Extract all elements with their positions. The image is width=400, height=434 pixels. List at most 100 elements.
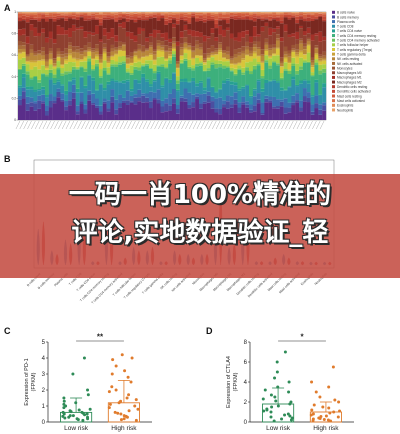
panel-a-bar-segment <box>237 17 242 20</box>
panel-a-bar-segment <box>33 14 38 18</box>
panel-a-bar-segment <box>214 28 219 38</box>
panel-a-bar-segment <box>195 48 200 55</box>
panel-a-bar-segment <box>268 68 273 81</box>
panel-a-bar-segment <box>160 47 165 51</box>
panel-a-bar-segment <box>256 41 261 48</box>
panel-a-bar-segment <box>237 55 242 63</box>
panel-a-bar-segment <box>25 71 30 75</box>
panel-a-bar-segment <box>306 83 311 93</box>
panel-a-bar-segment <box>252 12 257 14</box>
panel-a-bar-segment <box>287 12 292 14</box>
panel-a-bar-segment <box>279 79 284 88</box>
panel-a-bar-segment <box>33 36 38 52</box>
panel-a-bar-segment <box>110 37 115 45</box>
panel-a-bar-segment <box>237 19 242 33</box>
panel-a-bar-segment <box>206 78 211 92</box>
panel-a-sample-tick <box>262 120 267 130</box>
panel-a-bar-segment <box>160 50 165 52</box>
panel-a-bar-segment <box>183 19 188 22</box>
panel-a-bar-segment <box>237 13 242 16</box>
panel-a-bar-segment <box>25 12 30 13</box>
panel-a-bar-segment <box>168 110 173 120</box>
panel-a-bar-segment <box>295 74 300 85</box>
panel-a-bar-segment <box>145 63 150 66</box>
panel-a-bar-segment <box>75 13 80 15</box>
panel-a-bar-segment <box>318 31 323 42</box>
panel-a-bar-segment <box>156 99 161 104</box>
panel-a-bar-segment <box>279 17 284 21</box>
panel-a-bar-segment <box>183 78 188 82</box>
panel-a-legend-label: T cells CD4 memory resting <box>337 34 376 38</box>
panel-a-bar-segment <box>295 93 300 101</box>
panel-a-bar-segment <box>44 61 49 67</box>
panel-a-bar-segment <box>29 30 34 45</box>
panel-a-bar-segment <box>121 28 126 43</box>
panel-a-bar-segment <box>322 83 327 88</box>
panel-a-bar-segment <box>264 60 269 63</box>
panel-a-bar-segment <box>29 60 34 63</box>
panel-a-bar-segment <box>175 61 180 63</box>
panel-a-bar-segment <box>214 51 219 55</box>
panel-d-data-point <box>283 413 287 417</box>
panel-a-bar-segment <box>75 29 80 47</box>
panel-a-bar-segment <box>87 31 92 35</box>
panel-a-bar-segment <box>310 21 315 35</box>
panel-a-bar-segment <box>95 59 99 64</box>
panel-a-bar-segment <box>129 74 134 89</box>
panel-a-bar-segment <box>256 17 261 19</box>
panel-a-bar-segment <box>225 14 230 18</box>
panel-a-bar-segment <box>237 107 242 113</box>
panel-a-bar-segment <box>172 19 176 24</box>
panel-a-bar-segment <box>129 39 134 53</box>
panel-a-bar-segment <box>33 19 38 28</box>
panel-a-bar-segment <box>187 49 192 51</box>
panel-a-bar-segment <box>44 21 49 38</box>
panel-a-bar-segment <box>145 81 150 94</box>
panel-a-bar-segment <box>306 102 311 120</box>
panel-a-bar-segment <box>287 112 292 120</box>
panel-a-bar-segment <box>187 45 192 47</box>
panel-a-bar-segment <box>206 95 211 103</box>
panel-a-bar-segment <box>314 47 319 49</box>
panel-a-bar-segment <box>60 85 65 94</box>
panel-a-bar-segment <box>214 19 219 24</box>
panel-a-bar-segment <box>60 65 65 69</box>
panel-a-bar-segment <box>229 96 234 105</box>
panel-a-bar-segment <box>125 64 130 69</box>
panel-a-bar-segment <box>299 50 304 53</box>
panel-a-bar-segment <box>21 18 26 21</box>
panel-a-sample-tick <box>246 120 252 130</box>
panel-a-bar-segment <box>137 34 142 45</box>
panel-a-sample-tick <box>135 120 140 130</box>
panel-a-bar-segment <box>121 80 126 84</box>
panel-a-bar-segment <box>175 45 180 62</box>
panel-a-bar-segment <box>302 43 307 47</box>
panel-a-bar-segment <box>110 12 115 13</box>
panel-a-bar-segment <box>41 94 46 102</box>
panel-a-bar-segment <box>87 90 92 96</box>
panel-a-bar-segment <box>275 47 280 49</box>
panel-a-bar-segment <box>202 22 207 36</box>
panel-a-legend-swatch <box>332 15 335 19</box>
panel-a-bar-segment <box>64 18 69 21</box>
panel-a-bar-segment <box>118 50 123 57</box>
panel-a-bar-segment <box>75 66 80 69</box>
panel-a-bar-segment <box>233 104 238 120</box>
panel-a-bar-segment <box>218 44 223 49</box>
panel-a-bar-segment <box>299 16 304 20</box>
panel-a-bar-segment <box>249 12 253 14</box>
panel-a-bar-segment <box>164 32 169 41</box>
panel-a-bar-segment <box>98 76 103 78</box>
panel-a-bar-segment <box>202 14 207 18</box>
panel-a-bar-segment <box>268 65 273 69</box>
overlay-line-2: 评论,实地数据验证_轻 <box>71 218 329 248</box>
panel-a-bar-segment <box>206 48 211 54</box>
panel-a-bar-segment <box>198 63 203 66</box>
panel-a-bar-segment <box>241 53 246 59</box>
panel-a-bar-segment <box>48 48 53 51</box>
panel-a-bar-segment <box>56 67 61 70</box>
panel-a-bar-segment <box>322 51 327 56</box>
panel-a-bar-segment <box>210 13 215 15</box>
panel-a-bar-segment <box>198 32 203 37</box>
panel-a-bar-segment <box>210 52 215 55</box>
